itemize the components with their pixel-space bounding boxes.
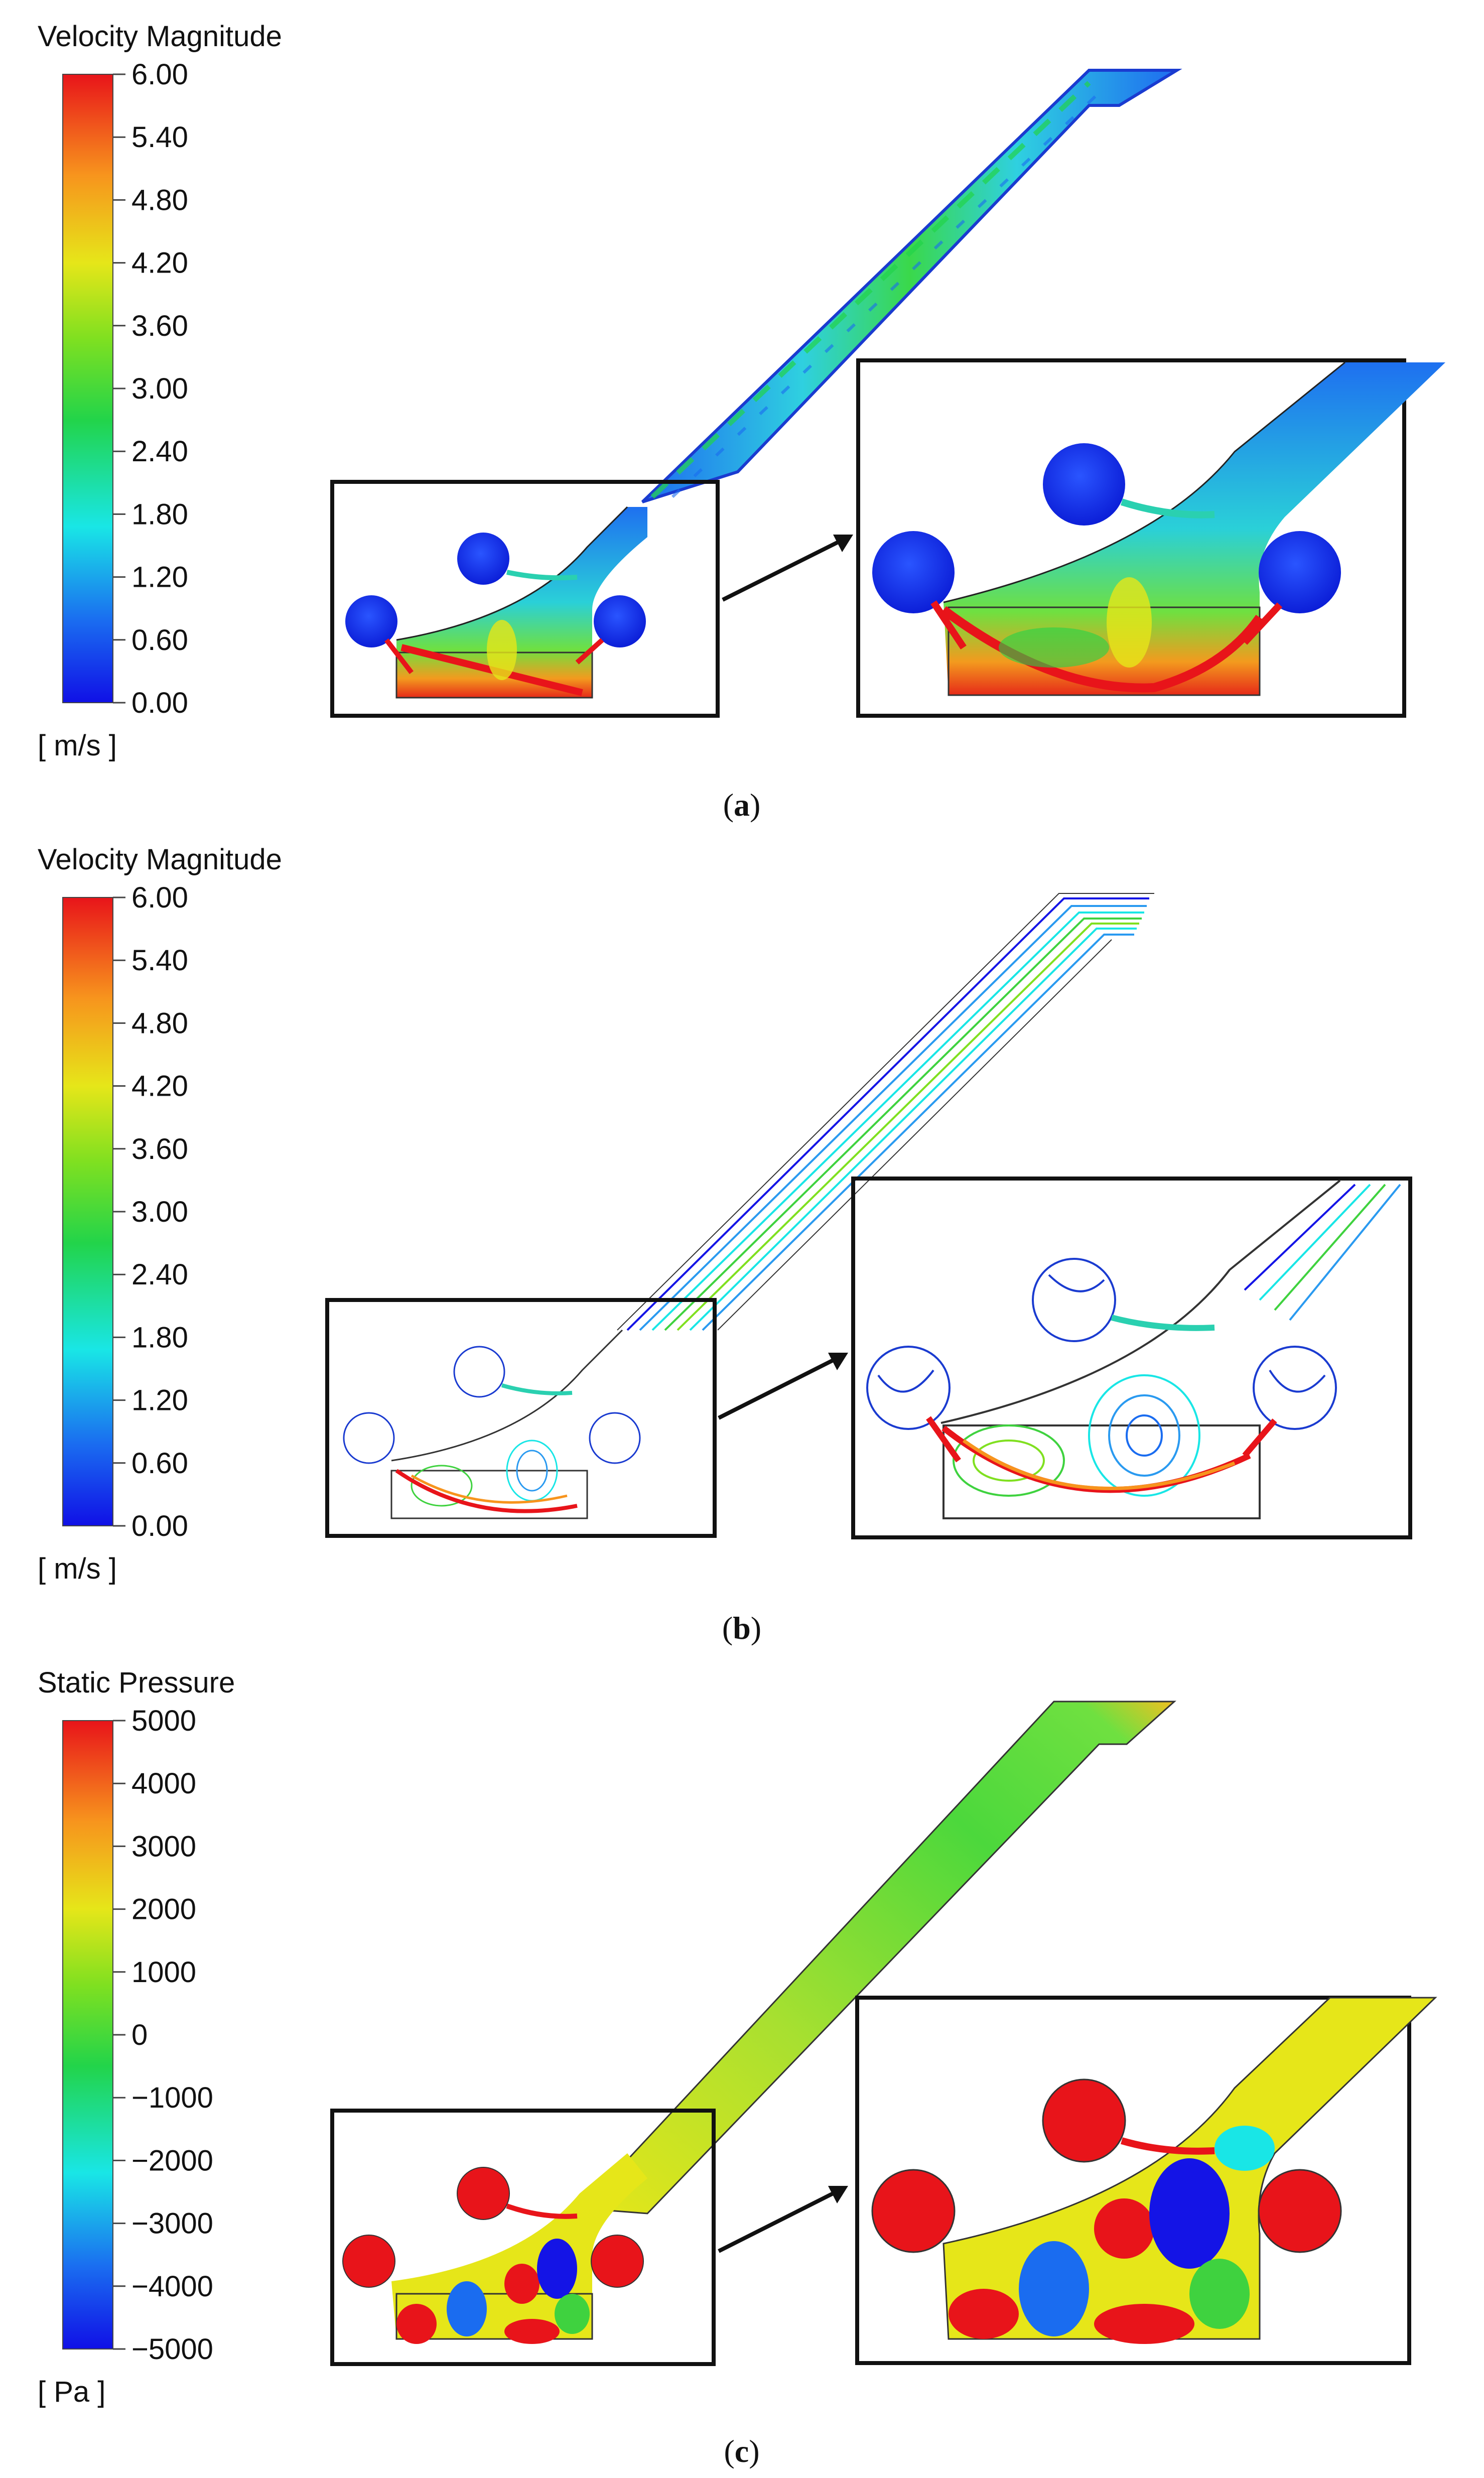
pressure-pipe <box>580 1701 1176 2214</box>
sublabel-a: (a) <box>723 787 761 823</box>
colorbar-tick-label: 1.20 <box>131 1384 188 1417</box>
overview-box <box>330 480 720 718</box>
zoom-pressure <box>871 1997 1437 2344</box>
colorbar-tick-label: 4000 <box>131 1767 196 1800</box>
zoom-box <box>855 1996 1411 2365</box>
colorbar-tick-label: 0.60 <box>131 624 188 657</box>
overview-streamlines <box>343 1329 641 1519</box>
panel-c-figure: Static Pressure 5000 4000 3000 2000 1000 0 −10… <box>38 1666 1437 2469</box>
zoom-droplet-right <box>1258 2169 1342 2253</box>
zoom-droplet-right <box>1259 531 1341 613</box>
colorbar-unit: [ Pa ] <box>38 2376 105 2408</box>
colorbar-tick-label: 4.80 <box>131 1007 188 1039</box>
colorbar-tick-label: 3.00 <box>131 372 188 405</box>
colorbar <box>62 74 113 703</box>
colorbar-tick-label: 1000 <box>131 1956 196 1989</box>
colorbar-tick-label: 2.40 <box>131 435 188 468</box>
colorbar-tick-label: 4.20 <box>131 1070 188 1103</box>
colorbar-tick-label: 5000 <box>131 1705 196 1737</box>
colorbar-tick-label: −3000 <box>131 2207 213 2240</box>
panel-b-figure: Velocity Magnitude 6.00 5.40 4.80 4.20 3.60 3… <box>38 843 1412 1646</box>
colorbar-tick-label: 1.20 <box>131 561 188 594</box>
droplet-right <box>594 595 646 647</box>
zoom-droplet-top <box>1042 2078 1126 2163</box>
colorbar-tick-label: 4.20 <box>131 247 188 280</box>
zoom-arrow <box>718 1358 834 1420</box>
zoom-droplet-top <box>1043 443 1125 526</box>
colorbar-tick-label: 0.00 <box>131 1510 188 1542</box>
overview-pressure <box>342 2153 647 2344</box>
colorbar-tick-label: 5.40 <box>131 121 188 154</box>
panel-a-figure: Velocity Magnitude 6.00 5.40 4.80 4.20 3.60 3… <box>38 20 1445 823</box>
colorbar-tick-label: −4000 <box>131 2270 213 2303</box>
colorbar-tick-label: 2000 <box>131 1893 196 1926</box>
streamlines-pipe <box>617 893 1154 1331</box>
colorbar-ticks: 5000 4000 3000 2000 1000 0 −1000 −2000 −3000 −400… <box>113 1705 213 2366</box>
droplet-right <box>591 2235 644 2288</box>
zoom-geometry <box>872 361 1445 696</box>
overview-box <box>325 1298 717 1538</box>
colorbar-title: Velocity Magnitude <box>38 843 282 876</box>
colorbar-tick-label: 1.80 <box>131 498 188 531</box>
overview-geometry <box>345 506 647 699</box>
zoom-streamlines <box>866 1180 1401 1519</box>
colorbar-ticks: 6.00 5.40 4.80 4.20 3.60 3.00 2.40 1.80 1.20 0.60… <box>113 58 188 719</box>
colorbar-tick-label: 3000 <box>131 1830 196 1863</box>
flow-domain <box>641 69 1182 503</box>
colorbar-tick-label: 0.60 <box>131 1447 188 1480</box>
colorbar-title: Static Pressure <box>38 1666 235 1699</box>
colorbar-title: Velocity Magnitude <box>38 20 282 53</box>
zoom-droplet-left <box>872 531 955 613</box>
droplet-left <box>345 595 397 647</box>
colorbar-tick-label: 5.40 <box>131 944 188 977</box>
colorbar-tick-label: 0 <box>131 2019 148 2051</box>
colorbar-tick-label: −5000 <box>131 2333 213 2366</box>
colorbar-tick-label: 3.00 <box>131 1196 188 1228</box>
panel-c-pressure-contour: Static Pressure 5000 4000 3000 2000 1000 0 −10… <box>0 1646 1484 2469</box>
colorbar <box>62 897 113 1526</box>
overview-box <box>330 2109 716 2366</box>
droplet-left <box>342 2235 395 2288</box>
colorbar-unit: [ m/s ] <box>38 1552 117 1585</box>
colorbar-tick-label: 6.00 <box>131 58 188 91</box>
sublabel-c: (c) <box>724 2433 759 2469</box>
colorbar-tick-label: 2.40 <box>131 1258 188 1291</box>
panel-a-velocity-contour: Velocity Magnitude 6.00 5.40 4.80 4.20 3.60 3… <box>0 0 1484 823</box>
zoom-box <box>851 1177 1412 1539</box>
colorbar-tick-label: −2000 <box>131 2144 213 2177</box>
zoom-droplet-left <box>871 2169 956 2253</box>
droplet-top <box>457 2167 510 2220</box>
zoom-box <box>856 358 1406 718</box>
colorbar-tick-label: 4.80 <box>131 184 188 216</box>
colorbar-tick-label: 6.00 <box>131 881 188 914</box>
colorbar-tick-label: 3.60 <box>131 1133 188 1165</box>
colorbar <box>62 1720 113 2350</box>
droplet-top <box>457 533 509 585</box>
panel-b-velocity-streamlines: Velocity Magnitude 6.00 5.40 4.80 4.20 3.60 3… <box>0 823 1484 1646</box>
zoom-arrow <box>718 2191 834 2253</box>
colorbar-tick-label: 0.00 <box>131 687 188 719</box>
colorbar-tick-label: 1.80 <box>131 1321 188 1354</box>
colorbar-tick-label: −1000 <box>131 2081 213 2114</box>
colorbar-tick-label: 3.60 <box>131 310 188 342</box>
colorbar-ticks: 6.00 5.40 4.80 4.20 3.60 3.00 2.40 1.80 1.20 0.60… <box>113 881 188 1542</box>
zoom-arrow <box>722 540 839 602</box>
sublabel-b: (b) <box>722 1610 761 1646</box>
colorbar-unit: [ m/s ] <box>38 729 117 762</box>
